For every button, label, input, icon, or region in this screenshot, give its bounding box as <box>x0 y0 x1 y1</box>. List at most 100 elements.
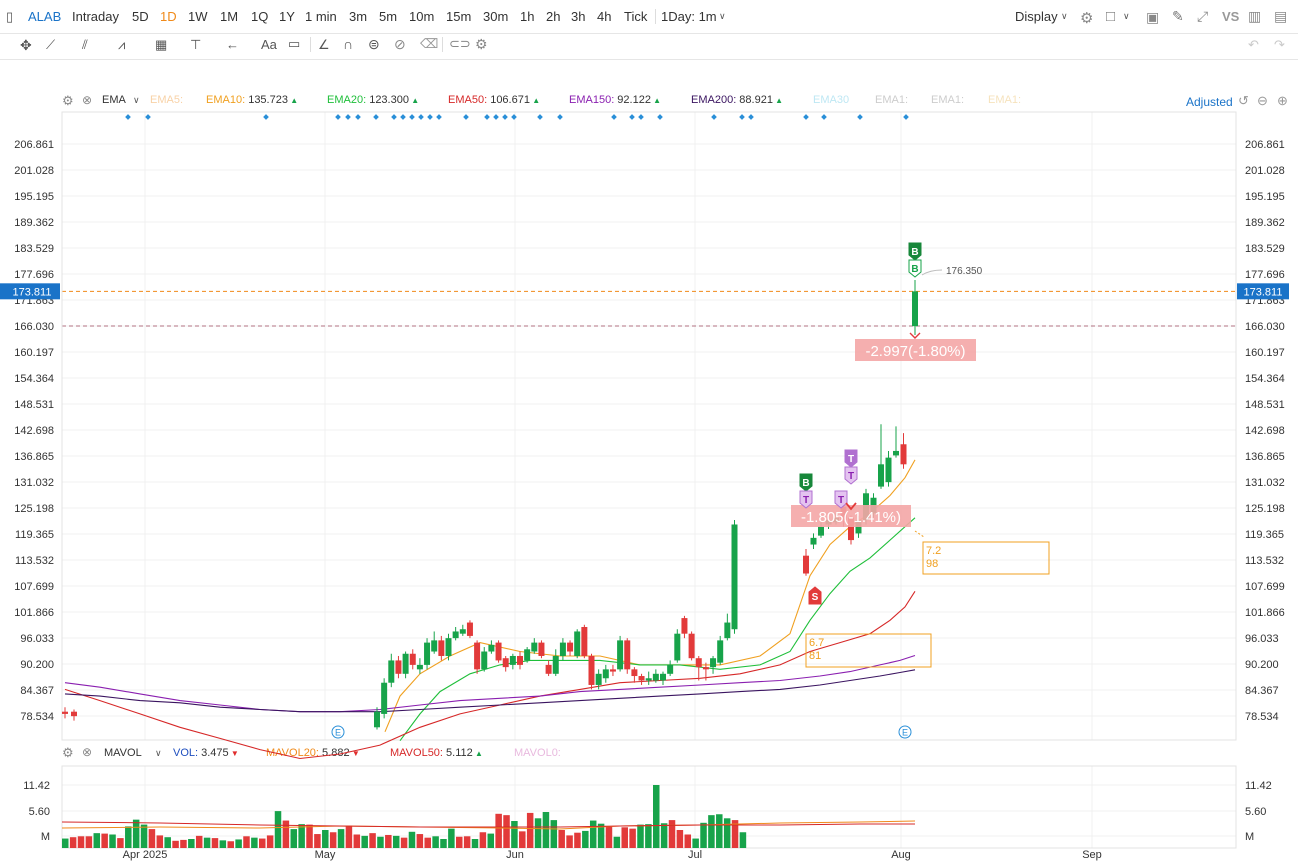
volume-indicator-name[interactable]: MAVOL <box>104 747 142 759</box>
legend-ema20[interactable]: EMA20: 123.300 ▲ <box>327 94 420 106</box>
indicator-name[interactable]: EMA <box>102 94 126 106</box>
volume-bar <box>653 785 660 848</box>
period-tab-4h[interactable]: 4h <box>597 9 612 24</box>
legend-mavol20[interactable]: MAVOL20: 5.882 ▼ <box>266 747 360 759</box>
legend-mavol0[interactable]: MAVOL0: <box>514 747 561 759</box>
period-tab-1q[interactable]: 1Q <box>251 9 269 24</box>
legend-ema150[interactable]: EMA150: 92.122 ▲ <box>569 94 662 106</box>
redo-icon[interactable]: ↷ <box>1274 37 1285 52</box>
period-tab-2h[interactable]: 2h <box>546 9 561 24</box>
buy-marker-shape <box>908 242 922 261</box>
candle-body <box>474 642 481 670</box>
fibonacci-tool-icon[interactable]: ▦ <box>155 37 168 52</box>
trash-icon[interactable]: ⌫ <box>420 36 439 51</box>
chevron-down-icon[interactable]: ∨ <box>155 748 162 758</box>
period-tab-30m[interactable]: 30m <box>483 9 509 24</box>
ruler-icon[interactable]: ∠ <box>318 37 330 52</box>
event-dot <box>463 114 469 120</box>
legend-close-icon[interactable]: ⊗ <box>82 93 93 107</box>
comment-icon[interactable]: ▭ <box>288 36 301 51</box>
layout-square-icon[interactable]: □ <box>1106 8 1116 25</box>
reset-icon[interactable]: ↺ <box>1238 93 1249 108</box>
volume-tick-label-right: 11.42 <box>1245 780 1272 792</box>
display-menu[interactable]: Display <box>1015 9 1058 24</box>
chevron-down-icon[interactable]: ∨ <box>719 11 726 21</box>
legend-ema50[interactable]: EMA50: 106.671 ▲ <box>448 94 541 106</box>
period-tab-1w[interactable]: 1W <box>188 9 208 24</box>
chevron-down-icon[interactable]: ∨ <box>133 95 140 105</box>
period-tab-tick[interactable]: Tick <box>624 9 648 24</box>
period-tab-5d[interactable]: 5D <box>132 9 149 24</box>
adjusted-label[interactable]: Adjusted <box>1186 95 1233 109</box>
book-icon[interactable]: ▥ <box>1248 8 1262 24</box>
compare-vs-button[interactable]: VS <box>1222 9 1240 24</box>
undo-icon[interactable]: ↶ <box>1248 37 1259 52</box>
lock-drawings-icon[interactable]: ⊜ <box>368 36 380 52</box>
mavol20-line <box>61 820 916 830</box>
volume-bar <box>668 820 676 848</box>
legend-vol[interactable]: VOL: 3.475 ▼ <box>173 747 239 759</box>
down-arrow-icon <box>845 502 857 511</box>
period-tab-5m[interactable]: 5m <box>379 9 398 24</box>
line-tool-icon[interactable]: ⟋ <box>46 37 56 52</box>
period-tab-3h[interactable]: 3h <box>571 9 586 24</box>
pattern-tool-icon[interactable]: ⩘ <box>118 37 126 52</box>
chevron-down-icon[interactable]: ∨ <box>1061 11 1068 21</box>
period-tab-1m[interactable]: 1M <box>220 9 239 24</box>
period-tab-3m[interactable]: 3m <box>349 9 368 24</box>
volume-bar <box>471 839 479 848</box>
period-tab-15m[interactable]: 15m <box>446 9 472 24</box>
zoom-out-icon[interactable]: ⊖ <box>1257 93 1268 108</box>
link-icon[interactable]: ⊂⊃ <box>449 36 471 51</box>
ema-line-ema150 <box>64 654 916 713</box>
arrow-tool-icon[interactable]: ← <box>226 37 239 52</box>
period-tab-1-min[interactable]: 1 min <box>305 9 337 24</box>
volume-settings-icon[interactable]: ⚙ <box>62 745 74 760</box>
candle-body <box>445 638 452 656</box>
legend-ema10[interactable]: EMA10: 135.723 ▲ <box>206 94 299 106</box>
legend-ema1[interactable]: EMA1: <box>931 94 965 106</box>
legend-mavol50[interactable]: MAVOL50: 5.112 ▲ <box>390 747 483 759</box>
candle-body <box>848 517 854 541</box>
legend-settings-icon[interactable]: ⚙ <box>62 93 74 108</box>
chevron-down-icon[interactable]: ∨ <box>1123 11 1130 21</box>
volume-bar <box>322 830 329 848</box>
camera-icon[interactable]: ▣ <box>1146 9 1160 25</box>
zoom-in-icon[interactable]: ⊕ <box>1277 93 1288 108</box>
legend-ema30[interactable]: EMA30 <box>813 94 850 106</box>
crosshair-move-icon[interactable]: ✥ <box>20 37 32 53</box>
volume-bar <box>314 834 321 848</box>
settings-gear-icon[interactable]: ⚙ <box>1080 10 1094 27</box>
hide-drawings-icon[interactable]: ⊘ <box>394 36 406 52</box>
volume-close-icon[interactable]: ⊗ <box>82 745 93 759</box>
legend-ema1[interactable]: EMA1: <box>875 94 909 106</box>
pencil-icon[interactable]: ✎ <box>1172 8 1184 24</box>
event-dot <box>263 114 269 120</box>
window-icon[interactable]: ▤ <box>1274 8 1288 24</box>
period-tab-1d[interactable]: 1D <box>160 9 177 24</box>
fullscreen-icon[interactable]: ⤢ <box>1197 8 1209 24</box>
interval-select[interactable]: 1Day: 1m <box>661 9 717 24</box>
legend-ema200[interactable]: EMA200: 88.921 ▲ <box>691 94 784 106</box>
magnet-icon[interactable]: ∩ <box>343 36 354 52</box>
legend-ema1[interactable]: EMA1: <box>988 94 1022 106</box>
event-dot <box>821 114 827 120</box>
sell-marker: S <box>812 592 819 603</box>
event-dot <box>748 114 754 120</box>
ema-lines <box>64 459 916 760</box>
symbol-label[interactable]: ALAB <box>28 9 62 24</box>
sidebar-toggle-icon[interactable]: ▯ <box>6 9 14 24</box>
period-tab-intraday[interactable]: Intraday <box>72 9 119 24</box>
candle-body <box>538 642 545 656</box>
period-tab-1h[interactable]: 1h <box>520 9 535 24</box>
period-tab-1y[interactable]: 1Y <box>279 9 295 24</box>
drawing-settings-gear-icon[interactable]: ⚙ <box>475 36 488 52</box>
legend-ema5[interactable]: EMA5: <box>150 94 184 106</box>
text-tool-icon[interactable]: Aa <box>261 37 277 52</box>
channel-tool-icon[interactable]: ⫽ <box>82 37 88 52</box>
event-dot <box>638 114 644 120</box>
period-tab-10m[interactable]: 10m <box>409 9 435 24</box>
measure-tool-icon[interactable]: ⊤ <box>190 37 202 52</box>
candle-body <box>574 631 581 656</box>
